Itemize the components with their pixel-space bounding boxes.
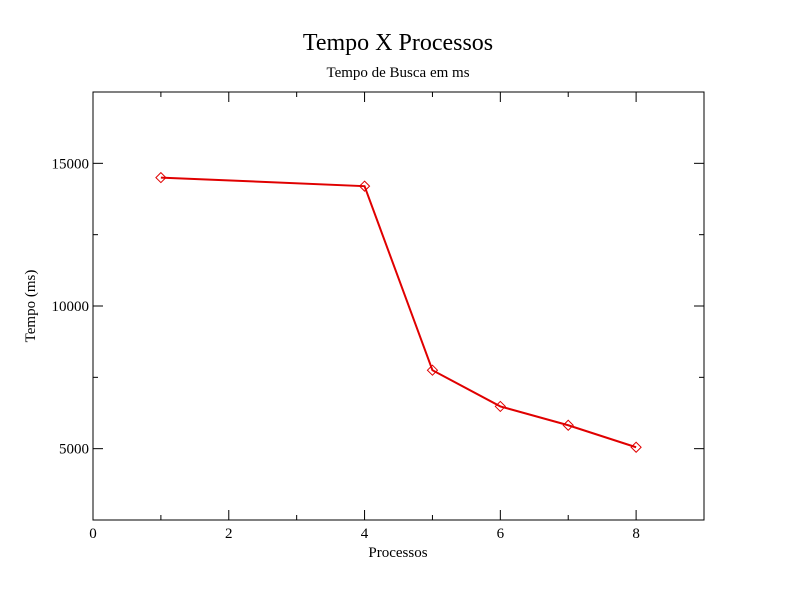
data-point-marker bbox=[630, 441, 642, 453]
x-axis-label: Processos bbox=[368, 545, 427, 561]
chart-title: Tempo X Processos bbox=[303, 30, 493, 56]
data-point-marker bbox=[358, 180, 371, 192]
x-tick-label: 0 bbox=[89, 526, 97, 542]
y-tick-label: 15000 bbox=[52, 156, 90, 172]
x-tick-label: 6 bbox=[497, 526, 505, 542]
plot-frame bbox=[92, 91, 705, 521]
x-tick-label: 4 bbox=[361, 526, 369, 542]
x-tick-label: 2 bbox=[225, 526, 233, 542]
data-point-marker bbox=[562, 419, 574, 431]
chart-subtitle: Tempo de Busca em ms bbox=[326, 65, 469, 81]
series-layer bbox=[155, 171, 642, 453]
data-point-marker bbox=[494, 400, 507, 413]
y-tick-label: 5000 bbox=[59, 442, 89, 458]
data-point-marker bbox=[155, 171, 167, 184]
x-tick-label: 8 bbox=[632, 526, 640, 542]
axis-ticks: 0 2 4 6 8 5000 10000 15000 bbox=[52, 92, 704, 542]
series-line bbox=[160, 176, 637, 449]
y-axis-label: Tempo (ms) bbox=[23, 270, 39, 343]
y-tick-label: 10000 bbox=[52, 299, 90, 315]
data-point-marker bbox=[426, 364, 439, 376]
